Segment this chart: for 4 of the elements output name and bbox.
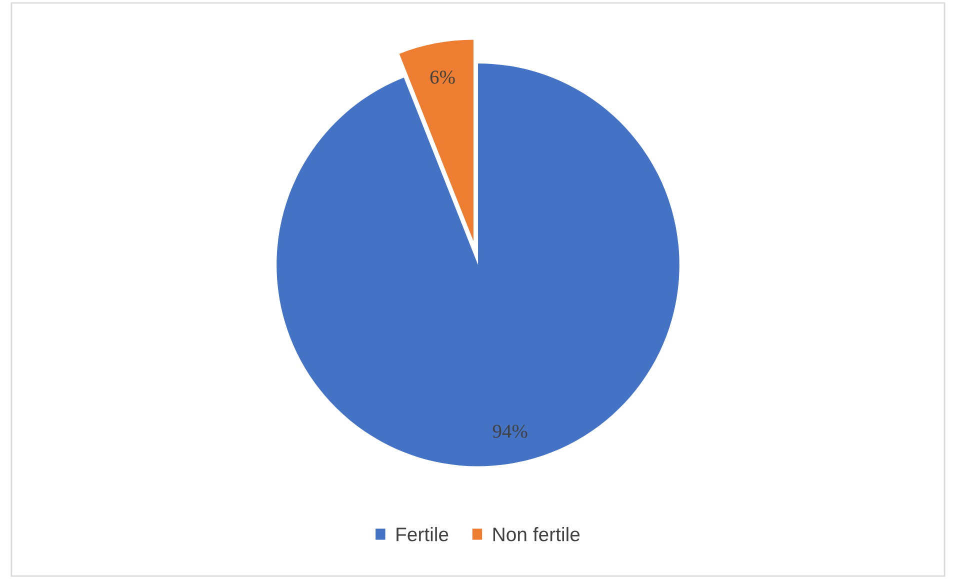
legend-label: Fertile: [396, 527, 448, 542]
data-label: 6%: [430, 70, 455, 84]
data-label: 94%: [492, 424, 528, 438]
legend-label: Non fertile: [493, 527, 580, 542]
